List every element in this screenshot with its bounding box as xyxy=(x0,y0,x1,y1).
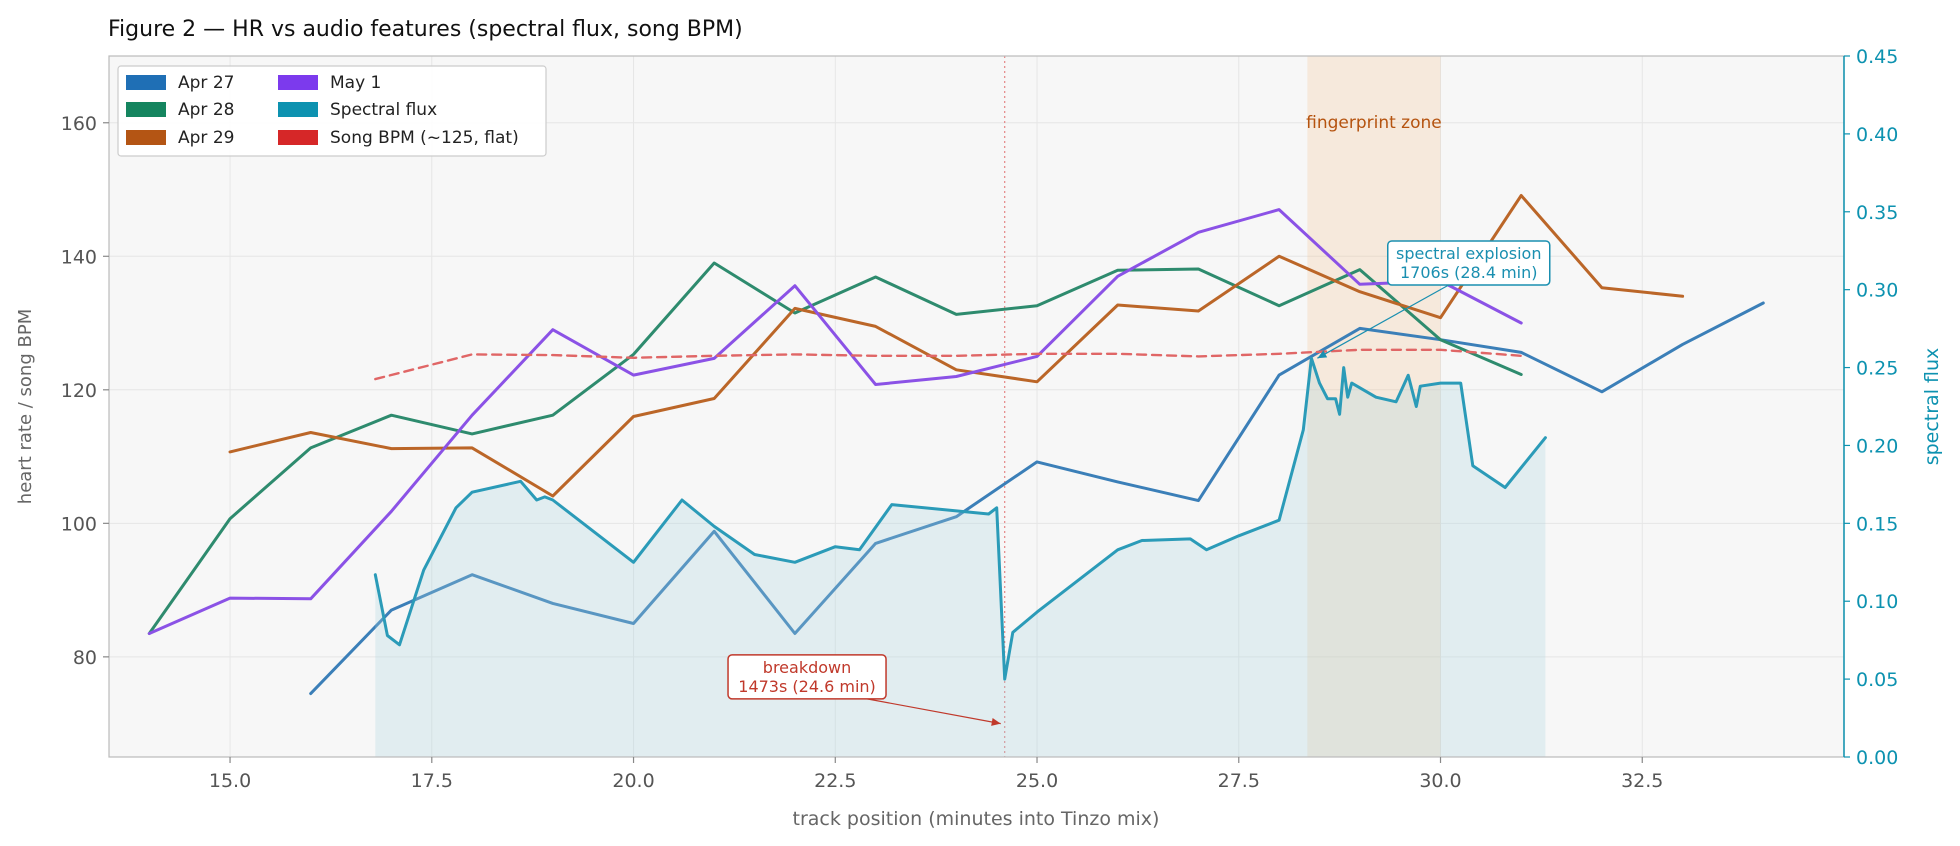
y2-tick-label-0-45: 0.45 xyxy=(1856,46,1898,68)
legend-label-song-bpm: Song BPM (~125, flat) xyxy=(330,128,519,148)
legend-label-apr27: Apr 27 xyxy=(178,73,234,93)
series-line-spectral-flux xyxy=(373,356,1547,681)
y2-tick-label-0-20: 0.20 xyxy=(1856,435,1898,457)
y2-tick-label-0-35: 0.35 xyxy=(1856,202,1898,224)
fingerprint-zone xyxy=(1307,56,1441,757)
legend-label-spectral-flux: Spectral flux xyxy=(330,100,437,120)
chart-title: Figure 2 — HR vs audio features (spectra… xyxy=(108,17,743,42)
series-line-apr-27 xyxy=(309,301,1765,696)
series-layer xyxy=(147,194,1765,757)
plot-area xyxy=(109,56,1844,757)
breakdown-label-line2: 1473s (24.6 min) xyxy=(738,677,876,696)
spectral-box xyxy=(1387,240,1551,286)
y2-tick-label-0-00: 0.00 xyxy=(1856,747,1898,769)
legend-swatch-song-bpm xyxy=(278,130,318,145)
y-tick-label-80: 80 xyxy=(73,647,97,669)
y2-tick-label-0-30: 0.30 xyxy=(1856,280,1898,302)
x-tick-label-17-5: 17.5 xyxy=(411,770,453,792)
grid xyxy=(109,56,1844,757)
y2-tick-label-0-40: 0.40 xyxy=(1856,124,1898,146)
series-line-may-1 xyxy=(147,208,1523,635)
breakdown-arrowhead xyxy=(991,718,1001,726)
legend-swatch-apr29 xyxy=(126,130,166,145)
legend-swatch-spectral-flux xyxy=(278,102,318,117)
legend-swatch-apr27 xyxy=(126,75,166,90)
legend-label-apr28: Apr 28 xyxy=(178,100,234,120)
breakdown-label-line1: breakdown xyxy=(763,658,851,677)
axes: 15.0 17.5 20.0 22.5 25.0 27.5 30.0 32.5 80 100 120… xyxy=(61,46,1899,792)
spectral-label-line2: 1706s (28.4 min) xyxy=(1400,263,1538,282)
y2-tick-label-0-05: 0.05 xyxy=(1856,669,1898,691)
y-tick-label-100: 100 xyxy=(61,513,97,535)
legend-swatch-may1 xyxy=(278,75,318,90)
spectral-label-line1: spectral explosion xyxy=(1396,244,1541,263)
x-tick-label-30-0: 30.0 xyxy=(1419,770,1461,792)
annotations: breakdown 1473s (24.6 min) spectral expl… xyxy=(727,240,1551,726)
x-axis-label: track position (minutes into Tinzo mix) xyxy=(793,808,1160,830)
y2-tick-label-0-10: 0.10 xyxy=(1856,591,1898,613)
y-tick-label-160: 160 xyxy=(61,113,97,135)
spectral-arrowhead xyxy=(1317,350,1328,359)
x-tick-label-27-5: 27.5 xyxy=(1218,770,1260,792)
x-tick-label-32-5: 32.5 xyxy=(1621,770,1663,792)
series-fill-spectral-flux xyxy=(375,358,1546,757)
breakdown-box xyxy=(727,654,887,700)
y2-tick-label-0-25: 0.25 xyxy=(1856,358,1898,380)
y2-axis-label: spectral flux xyxy=(1921,348,1943,466)
legend-swatch-apr28 xyxy=(126,102,166,117)
series-line-apr-29 xyxy=(228,194,1685,498)
y2-tick-label-0-15: 0.15 xyxy=(1856,513,1898,535)
legend-label-apr29: Apr 29 xyxy=(178,128,234,148)
legend: Apr 27 Apr 28 Apr 29 May 1 Spectral flux… xyxy=(117,65,547,157)
legend-frame xyxy=(117,65,547,157)
x-tick-label-22-5: 22.5 xyxy=(814,770,856,792)
spectral-arrow xyxy=(1317,284,1450,359)
series-line-song-bpm-125-flat xyxy=(374,348,1523,381)
fingerprint-zone-label: fingerprint zone xyxy=(1306,113,1442,133)
breakdown-arrow xyxy=(866,698,1001,725)
y-tick-label-120: 120 xyxy=(61,380,97,402)
x-tick-label-20-0: 20.0 xyxy=(612,770,654,792)
x-tick-label-25-0: 25.0 xyxy=(1016,770,1058,792)
y-tick-label-140: 140 xyxy=(61,246,97,268)
series-line-apr-28 xyxy=(147,261,1523,635)
y-axis-label: heart rate / song BPM xyxy=(15,309,36,504)
legend-label-may1: May 1 xyxy=(330,73,381,93)
x-tick-label-15-0: 15.0 xyxy=(209,770,251,792)
